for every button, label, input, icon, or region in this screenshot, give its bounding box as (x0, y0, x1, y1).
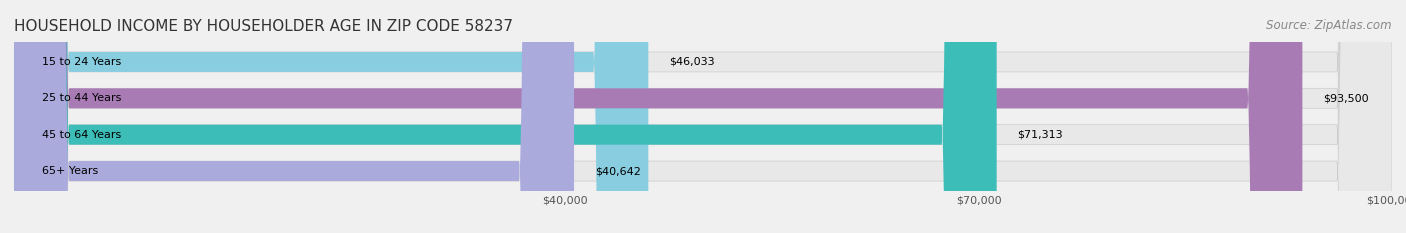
FancyBboxPatch shape (14, 0, 1392, 233)
Text: 65+ Years: 65+ Years (42, 166, 98, 176)
FancyBboxPatch shape (14, 0, 574, 233)
Text: $40,642: $40,642 (595, 166, 641, 176)
Text: HOUSEHOLD INCOME BY HOUSEHOLDER AGE IN ZIP CODE 58237: HOUSEHOLD INCOME BY HOUSEHOLDER AGE IN Z… (14, 19, 513, 34)
FancyBboxPatch shape (14, 0, 1302, 233)
Text: Source: ZipAtlas.com: Source: ZipAtlas.com (1267, 19, 1392, 32)
FancyBboxPatch shape (14, 0, 648, 233)
FancyBboxPatch shape (14, 0, 1392, 233)
Text: $93,500: $93,500 (1323, 93, 1368, 103)
FancyBboxPatch shape (14, 0, 997, 233)
Text: 45 to 64 Years: 45 to 64 Years (42, 130, 121, 140)
Text: 25 to 44 Years: 25 to 44 Years (42, 93, 121, 103)
Text: $46,033: $46,033 (669, 57, 714, 67)
Text: $71,313: $71,313 (1018, 130, 1063, 140)
Text: 15 to 24 Years: 15 to 24 Years (42, 57, 121, 67)
FancyBboxPatch shape (14, 0, 1392, 233)
FancyBboxPatch shape (14, 0, 1392, 233)
